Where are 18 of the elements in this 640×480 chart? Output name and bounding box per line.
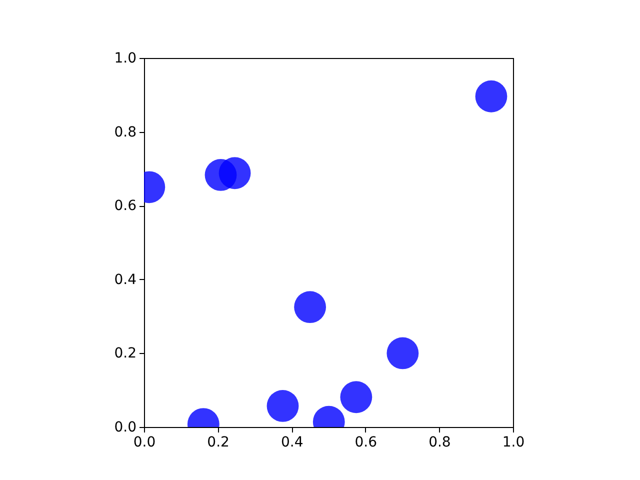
x-tick-label: 0.6 <box>354 434 378 450</box>
x-tick-label: 0.0 <box>133 434 156 450</box>
point <box>340 381 372 414</box>
y-tick-label: 1.0 <box>114 50 136 66</box>
y-tick-label: 0.6 <box>114 198 137 214</box>
point <box>475 80 508 112</box>
y-tick-label: 0.8 <box>114 124 136 140</box>
y-tick-label: 0.0 <box>114 420 136 436</box>
x-tick-label: 1.0 <box>502 434 525 450</box>
x-tick-label: 0.8 <box>428 434 451 450</box>
point <box>218 157 251 190</box>
x-tick-label: 0.4 <box>280 434 304 450</box>
point <box>266 390 299 422</box>
point <box>386 337 419 370</box>
point <box>294 291 326 323</box>
y-tick-label: 0.4 <box>114 272 137 288</box>
x-tick-label: 0.2 <box>207 434 230 450</box>
y-tick-label: 0.2 <box>114 346 136 362</box>
